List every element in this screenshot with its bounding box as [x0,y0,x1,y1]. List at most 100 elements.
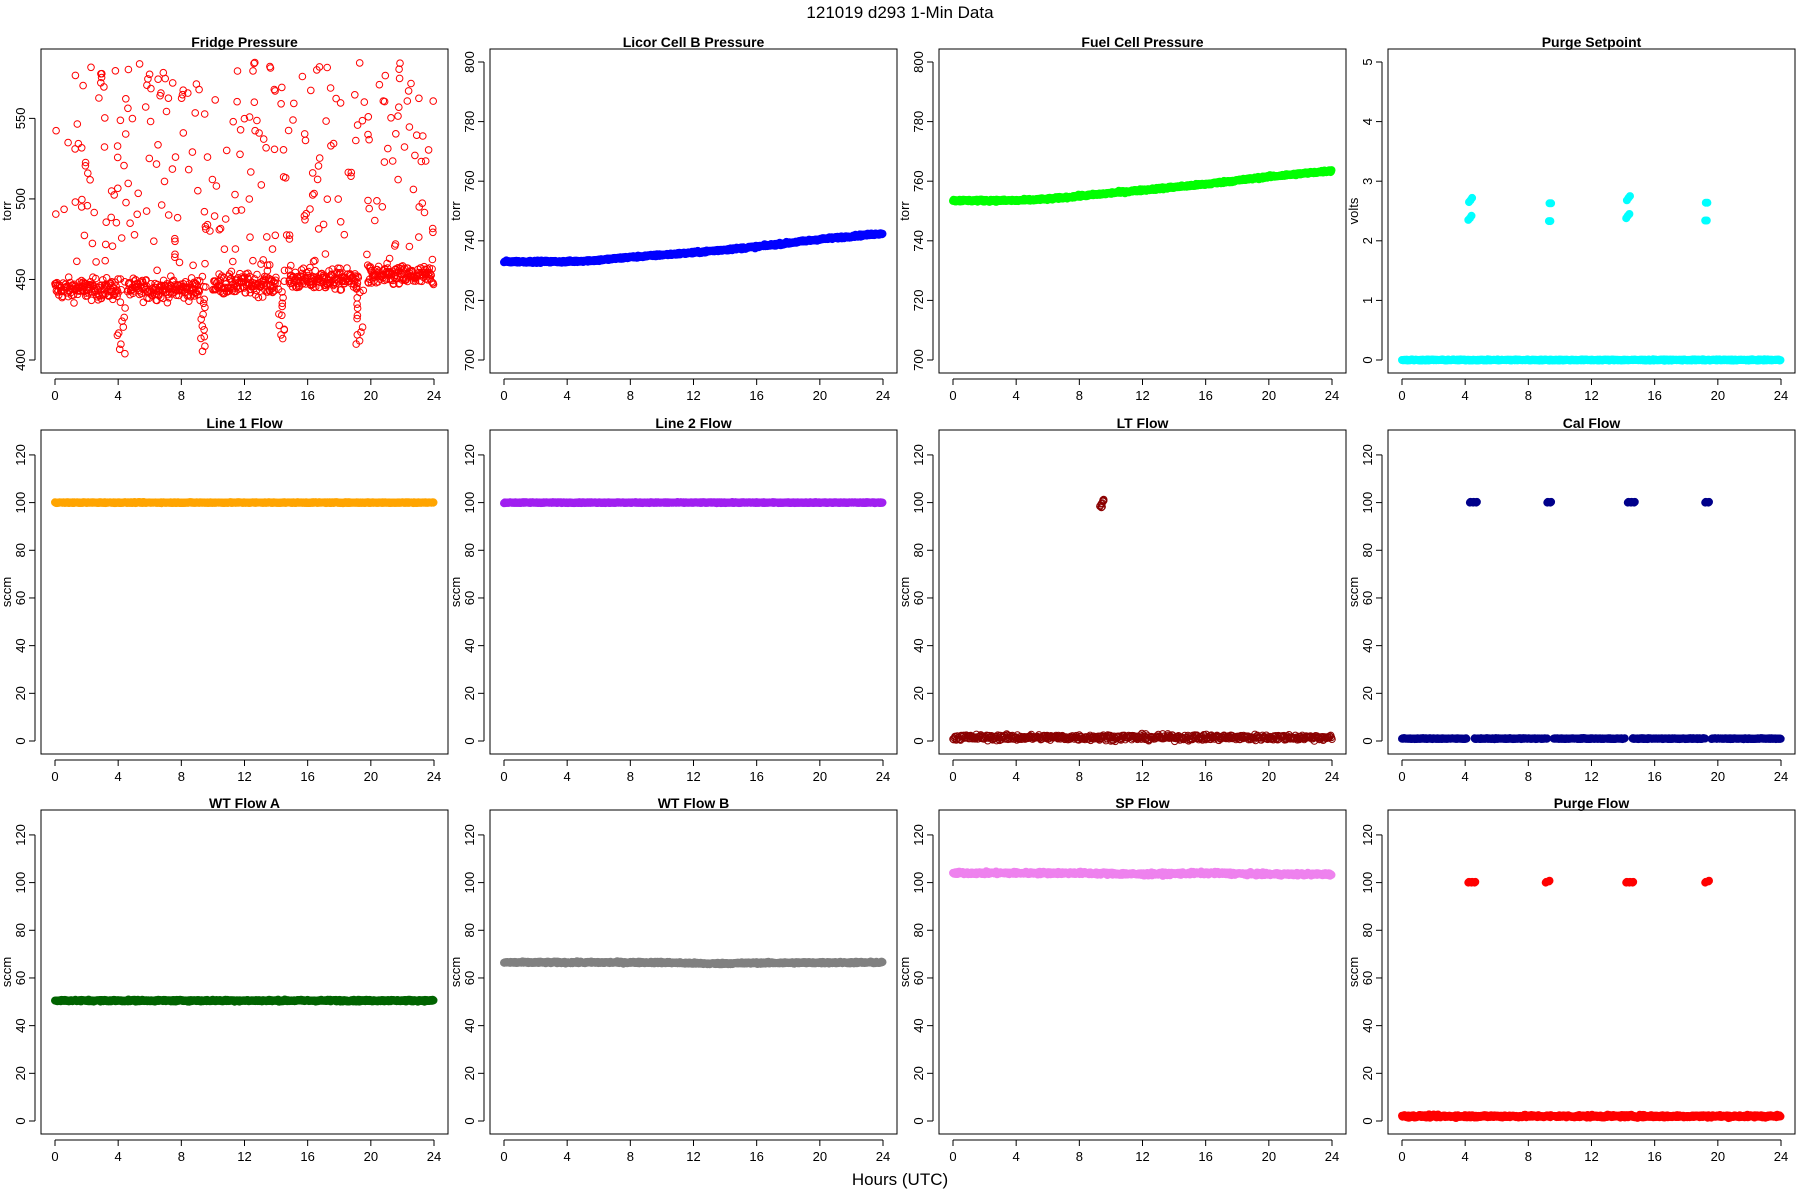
data-point [354,273,363,282]
data-point [415,233,423,241]
data-point [396,59,404,68]
data-point [241,289,250,297]
plot-frame [40,429,449,755]
data-point [279,293,287,302]
data-point [133,210,141,219]
data-point [52,210,60,218]
data-point [117,286,125,294]
x-tick-label: 16 [300,388,314,403]
data-point [271,279,279,288]
data-point [344,168,353,177]
data-point [122,198,130,207]
data-point [160,177,169,186]
data-point [171,253,179,262]
data-point [280,325,289,334]
data-point [424,146,433,154]
data-point [177,94,186,102]
data-point [88,239,97,248]
data-point [191,109,199,117]
data-point [161,74,169,83]
data-point [200,282,208,291]
data-point [280,266,289,275]
data-point [201,303,209,312]
data-point [323,63,332,72]
y-tick-label: 0 [13,737,28,744]
data-point [353,121,362,129]
data-point [381,71,390,80]
data-point [79,81,87,90]
data-point [71,198,80,206]
data-point [298,72,307,81]
data-point [290,99,298,108]
data-point [250,98,259,106]
x-tick-label: 12 [237,388,251,403]
data-point [120,161,128,170]
y-tick-label: 2 [1360,237,1375,244]
data-point [246,272,254,281]
data-point [277,100,285,108]
data-point [107,213,115,222]
data-point [251,58,259,67]
data-point [144,75,152,83]
data-point [308,191,317,199]
y-tick-label: 400 [13,349,28,371]
data-point [124,104,132,113]
y-tick-label: 740 [462,230,477,252]
data-point [97,79,105,87]
y-tick-label: 760 [911,170,926,192]
data-point [156,91,164,100]
data-point [395,65,403,73]
data-point [118,317,126,326]
y-tick-label: 20 [13,686,28,700]
panel-title: Purge Setpoint [1542,34,1642,50]
data-point [145,70,154,79]
data-point [197,315,205,323]
y-tick-label: 780 [911,111,926,133]
data-point [145,154,154,163]
data-point [253,116,261,125]
data-point [199,299,208,308]
data-point [400,143,409,151]
data-point [1467,211,1476,220]
data-point [110,191,118,199]
data-point [313,175,322,184]
data-point [116,275,125,283]
data-point [185,297,193,306]
data-point [164,94,173,102]
data-point [384,144,392,153]
data-point [203,220,212,229]
x-tick-label: 16 [749,388,763,403]
data-point [395,74,404,83]
data-point [117,340,125,349]
data-point [334,195,343,203]
data-point [211,96,219,104]
data-point [336,99,345,107]
x-tick-label: 20 [1262,388,1276,403]
data-point [153,266,161,275]
data-point [125,279,134,288]
data-point [412,131,421,139]
data-point [124,179,132,188]
data-point [1547,199,1556,208]
x-tick-label: 20 [813,388,827,403]
data-point [428,255,437,264]
data-point [394,112,402,120]
data-point [240,114,249,123]
data-point [201,259,209,268]
x-tick-label: 8 [1525,388,1532,403]
data-point [415,94,423,103]
data-point [71,145,79,153]
data-point [163,298,172,307]
data-point [315,154,324,162]
data-point [285,235,294,243]
data-point [147,84,155,93]
x-tick-label: 8 [1076,388,1083,403]
data-point [200,207,209,216]
data-point [87,63,95,72]
data-point [227,267,236,276]
data-point [321,250,330,258]
data-point [184,165,193,174]
data-point [327,142,335,150]
